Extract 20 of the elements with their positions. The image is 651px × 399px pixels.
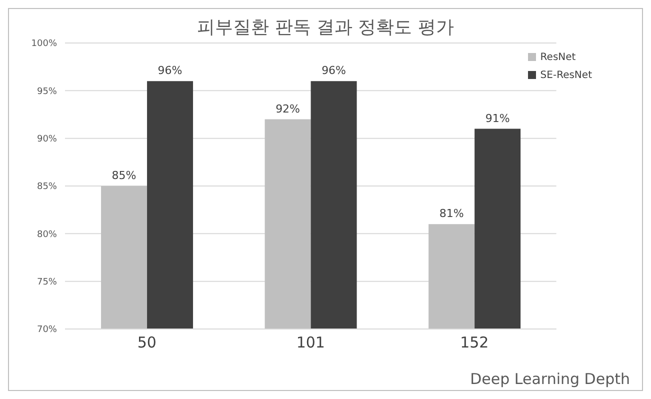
data-label: 91% [485,112,510,125]
y-tick-label: 95% [36,86,58,97]
y-tick-label: 85% [36,182,58,192]
data-label: 85% [112,169,136,182]
x-tick-label: 101 [296,334,325,352]
y-tick-label: 100% [31,39,58,50]
x-axis-title: Deep Learning Depth [470,370,630,388]
y-tick-label: 90% [36,134,58,145]
x-tick-label: 152 [460,334,489,352]
legend-label: SE-ResNet [540,70,592,81]
legend-label: ResNet [540,52,576,63]
chart-title: 피부질환 판독 결과 정확도 평가 [196,16,455,39]
data-label: 96% [158,64,182,78]
y-tick-label: 80% [36,230,58,240]
y-tick-label: 75% [36,278,58,288]
data-label: 92% [276,102,300,116]
y-tick-label: 70% [36,325,58,336]
x-tick-label: 50 [137,334,156,352]
data-label: 81% [439,207,464,220]
data-label: 96% [322,64,346,78]
